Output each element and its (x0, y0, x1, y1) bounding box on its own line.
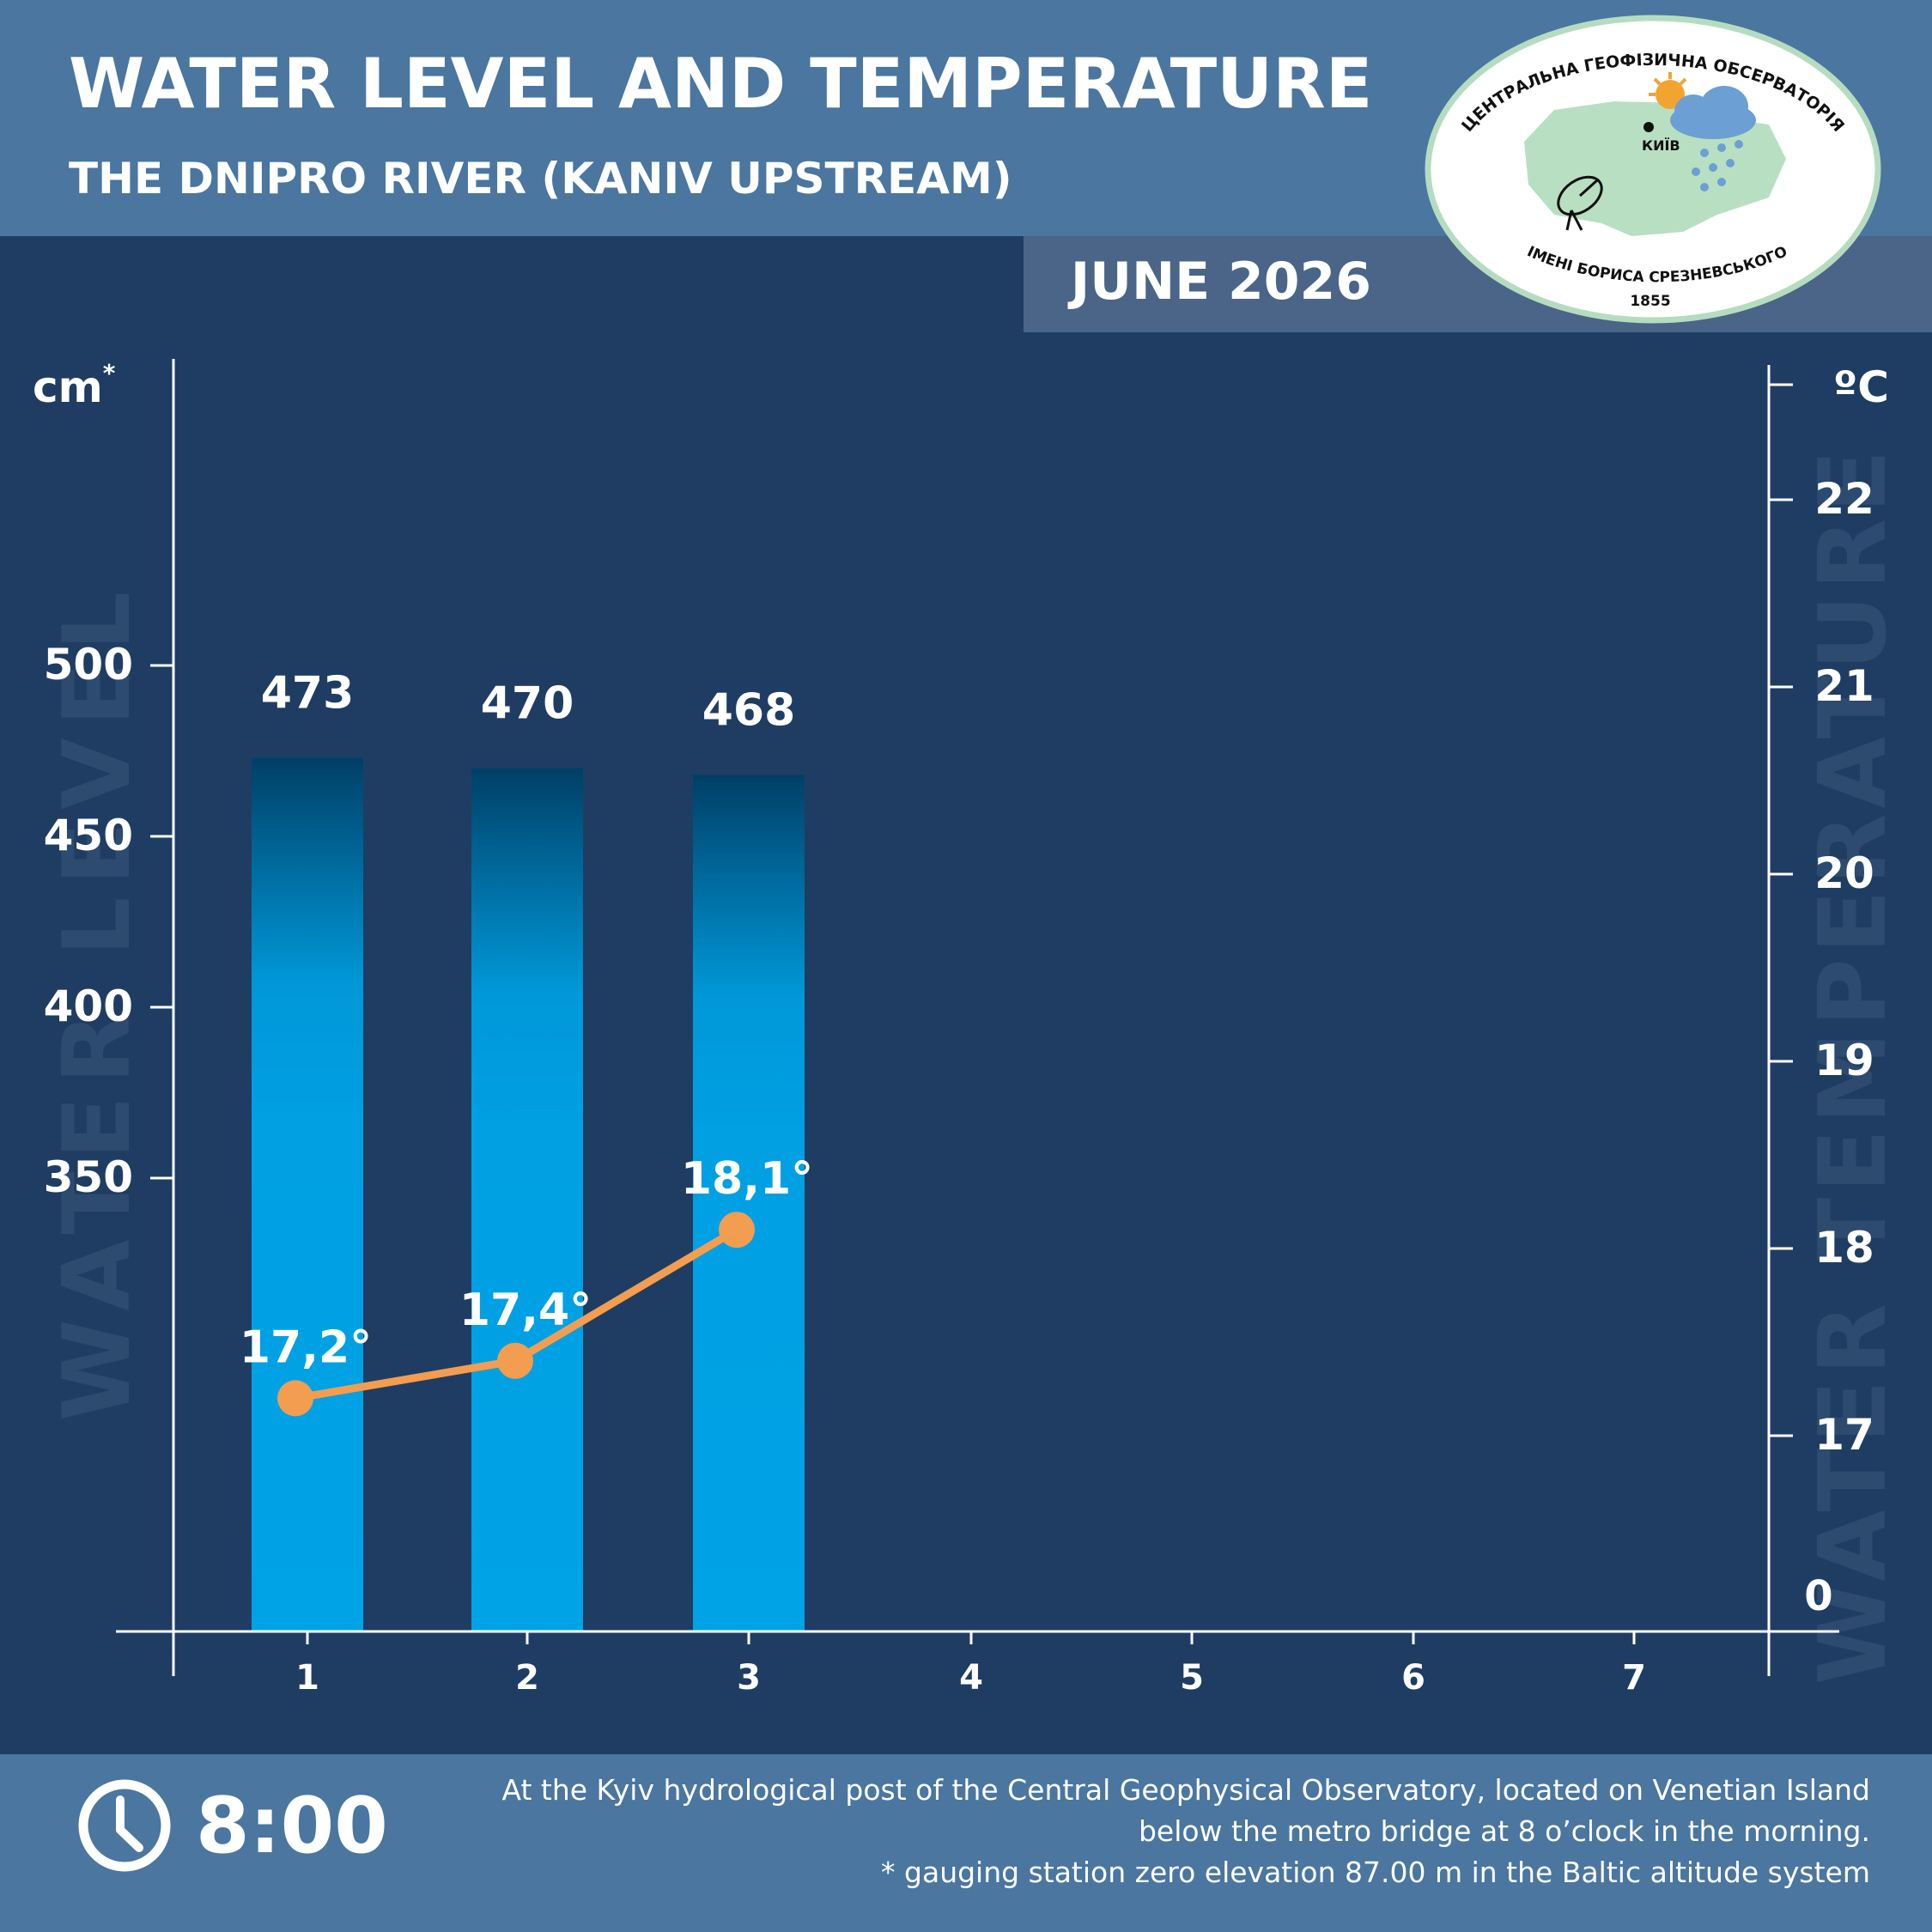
x-axis-ticks: 1 2 3 4 5 6 7 (295, 1631, 1646, 1698)
water-level-value-label: 470 (481, 677, 574, 729)
temperature-value-label: 18,1° (681, 1153, 813, 1205)
right-axis-tick-label: 20 (1814, 848, 1874, 898)
left-axis-ticks: 350 400 450 500 (44, 640, 173, 1202)
left-axis-unit: cm* (33, 359, 116, 412)
right-axis-tick-label: 19 (1814, 1036, 1874, 1085)
left-axis-tick-label: 450 (44, 811, 133, 860)
page-subtitle: THE DNIPRO RIVER (KANIV UPSTREAM) (69, 154, 1012, 204)
right-axis-tick-label: 21 (1814, 661, 1874, 711)
water-level-value-label: 468 (702, 684, 796, 736)
chart-axes (116, 359, 1839, 1676)
x-axis-tick-label: 5 (1180, 1658, 1204, 1698)
x-axis-tick-label: 4 (959, 1658, 983, 1698)
water-temperature-line: 17,2° 17,4° 18,1° (240, 1153, 813, 1417)
x-axis-tick-label: 2 (515, 1658, 539, 1698)
water-level-value-label: 473 (261, 667, 355, 719)
right-axis-unit: ºC (1833, 362, 1889, 412)
right-axis-tick-label: 17 (1814, 1410, 1874, 1460)
logo-city: КИЇВ (1642, 137, 1680, 154)
x-axis-tick-label: 7 (1622, 1658, 1646, 1698)
water-level-bar (693, 775, 805, 1631)
temperature-value-label: 17,4° (459, 1285, 592, 1336)
water-level-bars: 473 470 468 (252, 667, 805, 1631)
page-title: WATER LEVEL AND TEMPERATURE (69, 44, 1372, 124)
satellite-dish-icon (1557, 175, 1603, 231)
right-axis-tick-label: 18 (1814, 1223, 1874, 1273)
observatory-logo: КИЇВ ЦЕНТРАЛЬНА ГЕОФІЗИЧНА ОБСЕРВАТОРІЯ … (1425, 15, 1881, 324)
footer-note-line2: below the metro bridge at 8 o’clock in t… (1139, 1814, 1870, 1848)
footer-note-line1: At the Kyiv hydrological post of the Cen… (501, 1773, 1870, 1807)
logo-year: 1855 (1630, 293, 1670, 310)
water-level-bar (471, 768, 583, 1631)
temperature-value-label: 17,2° (240, 1321, 372, 1373)
rain-cloud-icon (1670, 86, 1756, 191)
clock-icon (78, 1779, 171, 1872)
kyiv-dot-icon (1643, 122, 1654, 132)
period-label: JUNE 2026 (1067, 252, 1371, 312)
right-axis-break-label: 0 (1804, 1572, 1832, 1620)
left-axis-tick-label: 350 (44, 1152, 133, 1202)
temperature-point (277, 1380, 313, 1417)
sun-icon (1649, 72, 1687, 109)
left-axis-tick-label: 500 (44, 640, 133, 690)
right-axis-ticks: 17 18 19 20 21 22 (1769, 474, 1874, 1460)
temperature-point (497, 1342, 533, 1379)
x-axis-tick-label: 1 (295, 1658, 319, 1698)
x-axis-tick-label: 6 (1401, 1658, 1425, 1698)
measurement-time: 8:00 (196, 1781, 388, 1871)
temperature-point (719, 1212, 755, 1249)
x-axis-tick-label: 3 (737, 1658, 761, 1698)
water-level-bar (252, 757, 363, 1631)
left-axis-tick-label: 400 (44, 981, 133, 1031)
footer-band (0, 1754, 1932, 1932)
left-axis-watermark: WATER LEVEL (44, 580, 151, 1421)
right-axis-tick-label: 22 (1814, 474, 1874, 524)
right-axis-watermark: WATER TEMPERATURE (1800, 445, 1907, 1685)
footer-note-line3: * gauging station zero elevation 87.00 m… (881, 1856, 1870, 1889)
